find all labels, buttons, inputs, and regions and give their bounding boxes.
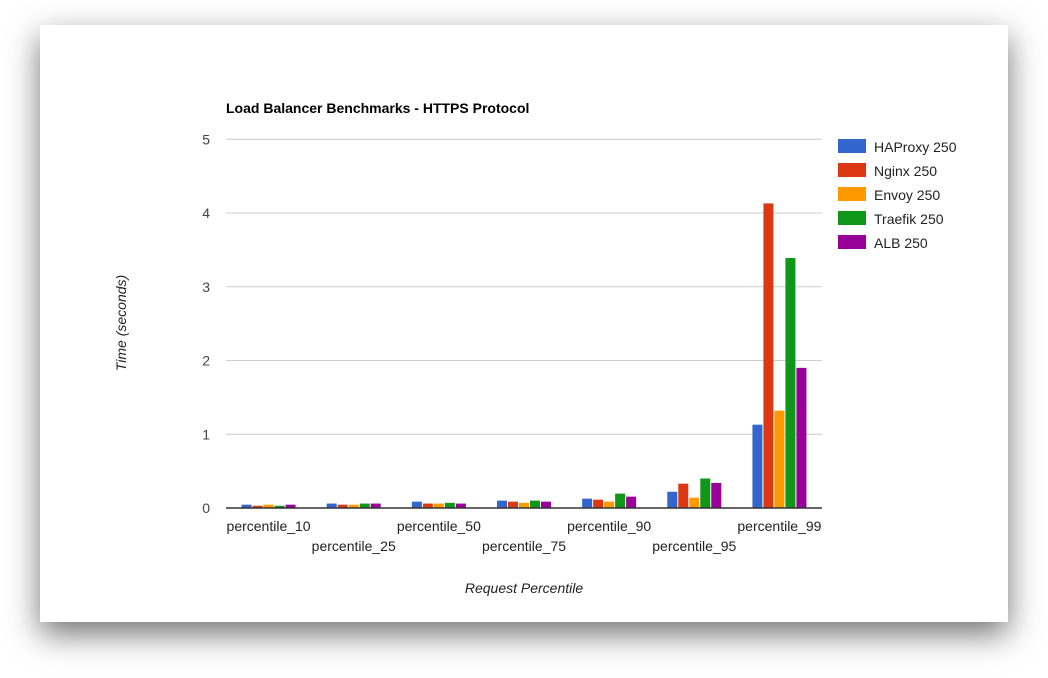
bar-alb: [370, 503, 381, 508]
legend-label: Envoy 250: [874, 187, 940, 203]
legend-swatch: [838, 139, 866, 153]
bar-traefik: [444, 502, 455, 508]
y-tick-label: 3: [202, 279, 210, 295]
bar-nginx: [508, 501, 518, 508]
y-tick-label: 5: [202, 131, 210, 147]
y-tick-label: 0: [202, 500, 210, 516]
bar-traefik: [359, 503, 370, 508]
bar-haproxy: [582, 498, 593, 508]
y-tick-label: 4: [202, 205, 210, 221]
bar-haproxy: [752, 424, 763, 508]
bar-alb: [541, 501, 551, 508]
bar-nginx: [593, 499, 604, 508]
bar-envoy: [433, 503, 444, 508]
y-axis-title: Time (seconds): [113, 275, 129, 371]
legend-swatch: [838, 235, 866, 249]
x-tick-label: percentile_75: [482, 538, 566, 554]
bar-envoy: [774, 410, 785, 508]
x-tick-label: percentile_95: [652, 538, 736, 554]
bar-haproxy: [326, 503, 337, 508]
x-tick-label: percentile_90: [567, 518, 651, 534]
legend-label: Nginx 250: [874, 163, 937, 179]
bar-haproxy: [497, 500, 507, 508]
bar-traefik: [274, 505, 285, 508]
bar-traefik: [700, 478, 711, 508]
legend-label: HAProxy 250: [874, 139, 957, 155]
x-tick-label: percentile_50: [397, 518, 481, 534]
y-tick-label: 1: [202, 426, 210, 442]
legend-label: ALB 250: [874, 235, 928, 251]
bar-nginx: [678, 483, 689, 508]
bar-alb: [711, 482, 722, 508]
legend-swatch: [838, 187, 866, 201]
bar-envoy: [348, 504, 359, 508]
bar-traefik: [615, 493, 626, 508]
bar-alb: [796, 367, 807, 508]
y-tick-label: 2: [202, 353, 210, 369]
bar-envoy: [689, 497, 700, 508]
x-tick-label: percentile_10: [227, 518, 311, 534]
chart-card: [40, 25, 1008, 622]
legend-swatch: [838, 163, 866, 177]
bar-nginx: [422, 503, 433, 508]
bar-nginx: [763, 203, 774, 508]
bar-envoy: [263, 504, 274, 508]
bar-alb: [626, 496, 637, 508]
bar-haproxy: [411, 501, 422, 508]
bar-envoy: [519, 502, 529, 508]
x-tick-label: percentile_25: [312, 538, 396, 554]
bar-traefik: [785, 257, 796, 508]
bar-haproxy: [667, 491, 678, 508]
x-tick-label: percentile_99: [737, 518, 821, 534]
bar-haproxy: [241, 504, 252, 508]
bar-alb: [455, 503, 466, 508]
bar-nginx: [252, 505, 263, 508]
bar-alb: [285, 504, 296, 508]
bar-nginx: [337, 504, 348, 508]
legend-label: Traefik 250: [874, 211, 944, 227]
x-axis-title: Request Percentile: [465, 580, 584, 596]
chart-title: Load Balancer Benchmarks - HTTPS Protoco…: [226, 100, 529, 116]
legend-swatch: [838, 211, 866, 225]
bar-envoy: [604, 501, 615, 508]
bar-traefik: [530, 500, 540, 508]
